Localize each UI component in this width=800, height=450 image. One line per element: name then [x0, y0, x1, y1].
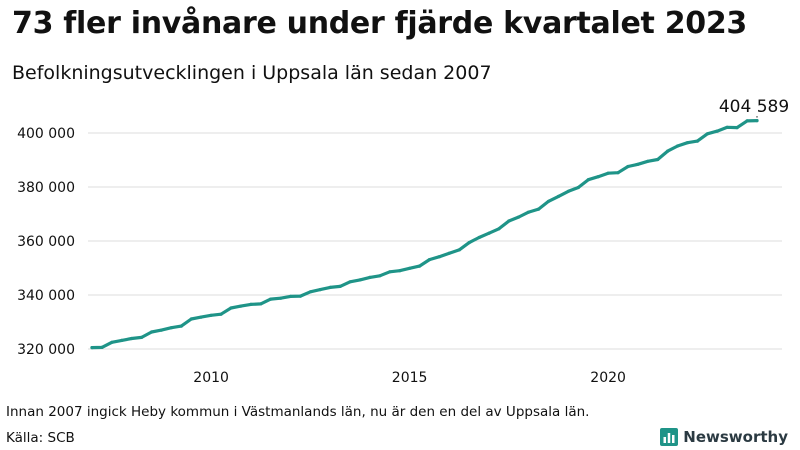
data-point	[487, 231, 491, 235]
data-point	[140, 335, 144, 339]
data-point	[308, 290, 312, 294]
data-point	[90, 346, 94, 350]
data-point	[685, 141, 690, 145]
data-point	[189, 317, 193, 321]
grid-lines	[88, 132, 782, 350]
data-point	[259, 302, 263, 306]
data-point	[219, 312, 223, 316]
data-point	[150, 330, 154, 334]
data-point	[566, 189, 571, 193]
data-point	[725, 125, 729, 129]
x-tick-label: 2010	[193, 370, 229, 386]
data-point	[537, 207, 541, 211]
x-axis-tick-labels: 2010 2015 2020	[193, 370, 626, 386]
data-point	[527, 210, 531, 214]
data-point	[398, 269, 402, 273]
data-point	[169, 326, 173, 330]
data-point	[199, 315, 203, 319]
annotations: 404 589	[719, 97, 789, 118]
data-point	[745, 119, 749, 123]
data-point	[318, 288, 322, 292]
data-point	[656, 157, 660, 162]
data-point	[497, 227, 501, 231]
y-tick-label: 380 000	[17, 180, 75, 196]
source-text: Källa: SCB	[6, 430, 75, 446]
series-line	[90, 118, 759, 350]
data-point	[279, 296, 283, 300]
data-point	[636, 162, 640, 166]
data-point	[437, 255, 441, 259]
y-tick-label: 360 000	[17, 234, 75, 250]
data-point	[229, 306, 233, 310]
data-point	[209, 313, 213, 317]
data-point	[328, 285, 332, 289]
data-point	[616, 171, 620, 175]
data-point	[368, 275, 372, 279]
data-point	[447, 251, 451, 255]
data-point	[288, 294, 293, 298]
data-point	[417, 264, 422, 268]
data-point	[427, 258, 432, 262]
data-point	[378, 274, 382, 278]
data-point	[249, 302, 253, 306]
brand-logo: Newsworthy	[660, 428, 788, 446]
chart-subtitle: Befolkningsutvecklingen i Uppsala län se…	[12, 62, 492, 84]
y-tick-label: 400 000	[17, 126, 75, 142]
data-point	[348, 280, 352, 284]
data-point	[100, 345, 104, 349]
data-point	[666, 149, 670, 153]
data-point	[179, 324, 183, 328]
data-point	[576, 185, 580, 190]
x-tick-label: 2020	[590, 370, 626, 386]
data-point	[705, 132, 710, 136]
data-point	[507, 219, 511, 223]
data-point	[457, 248, 461, 252]
data-point	[676, 144, 680, 148]
data-point	[477, 235, 481, 240]
data-point	[239, 304, 243, 308]
data-point	[358, 278, 362, 282]
bar-chart-icon	[660, 428, 679, 446]
data-point	[715, 129, 719, 133]
y-tick-label: 320 000	[17, 342, 75, 358]
data-point	[646, 159, 650, 163]
data-point	[586, 178, 590, 182]
footnote: Innan 2007 ingick Heby kommun i Västmanl…	[6, 404, 590, 420]
chart-title: 73 fler invånare under fjärde kvartalet …	[12, 6, 747, 41]
data-point	[626, 164, 630, 169]
data-point	[547, 199, 551, 203]
data-point	[596, 175, 600, 179]
data-point	[556, 194, 561, 198]
data-point	[159, 328, 164, 332]
x-tick-label: 2015	[392, 370, 428, 386]
y-tick-label: 340 000	[17, 288, 75, 304]
data-point	[110, 340, 114, 344]
y-axis-tick-labels: 320 000 340 000 360 000 380 000 400 000	[17, 126, 75, 358]
data-point	[408, 266, 412, 270]
data-point	[120, 338, 124, 342]
data-point	[298, 294, 302, 298]
data-point	[388, 270, 392, 274]
data-point	[467, 241, 471, 245]
data-point	[517, 215, 521, 219]
data-point	[735, 126, 739, 130]
data-point	[695, 139, 700, 143]
series	[90, 118, 759, 350]
data-point	[269, 297, 273, 301]
data-point	[755, 119, 759, 123]
data-point	[338, 284, 342, 288]
data-point	[606, 171, 610, 175]
data-point	[130, 336, 134, 341]
brand-name: Newsworthy	[683, 428, 788, 446]
end-value-label: 404 589	[719, 97, 789, 117]
